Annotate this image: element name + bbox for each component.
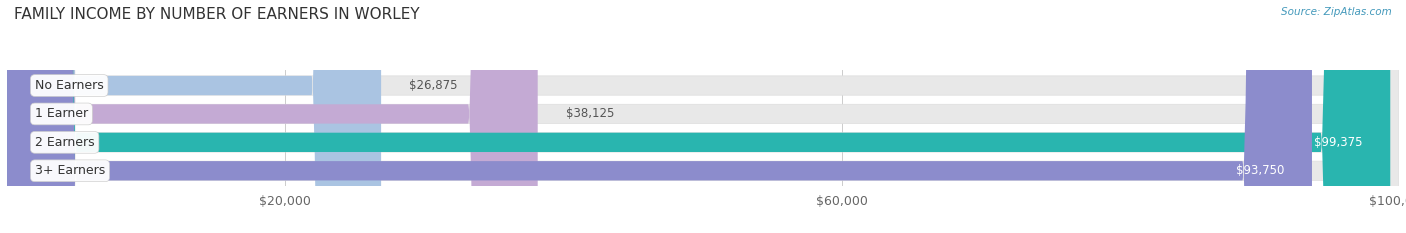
Text: Source: ZipAtlas.com: Source: ZipAtlas.com — [1281, 7, 1392, 17]
FancyBboxPatch shape — [7, 0, 1391, 233]
FancyBboxPatch shape — [7, 0, 1399, 233]
Text: $26,875: $26,875 — [409, 79, 457, 92]
Text: 1 Earner: 1 Earner — [35, 107, 89, 120]
Text: 3+ Earners: 3+ Earners — [35, 164, 105, 177]
FancyBboxPatch shape — [7, 0, 537, 233]
Text: $38,125: $38,125 — [565, 107, 614, 120]
FancyBboxPatch shape — [7, 0, 1399, 233]
Text: FAMILY INCOME BY NUMBER OF EARNERS IN WORLEY: FAMILY INCOME BY NUMBER OF EARNERS IN WO… — [14, 7, 419, 22]
Text: 2 Earners: 2 Earners — [35, 136, 94, 149]
Text: $99,375: $99,375 — [1315, 136, 1362, 149]
FancyBboxPatch shape — [7, 0, 1399, 233]
Text: No Earners: No Earners — [35, 79, 104, 92]
FancyBboxPatch shape — [7, 0, 381, 233]
FancyBboxPatch shape — [7, 0, 1312, 233]
Text: $93,750: $93,750 — [1236, 164, 1284, 177]
FancyBboxPatch shape — [7, 0, 1399, 233]
